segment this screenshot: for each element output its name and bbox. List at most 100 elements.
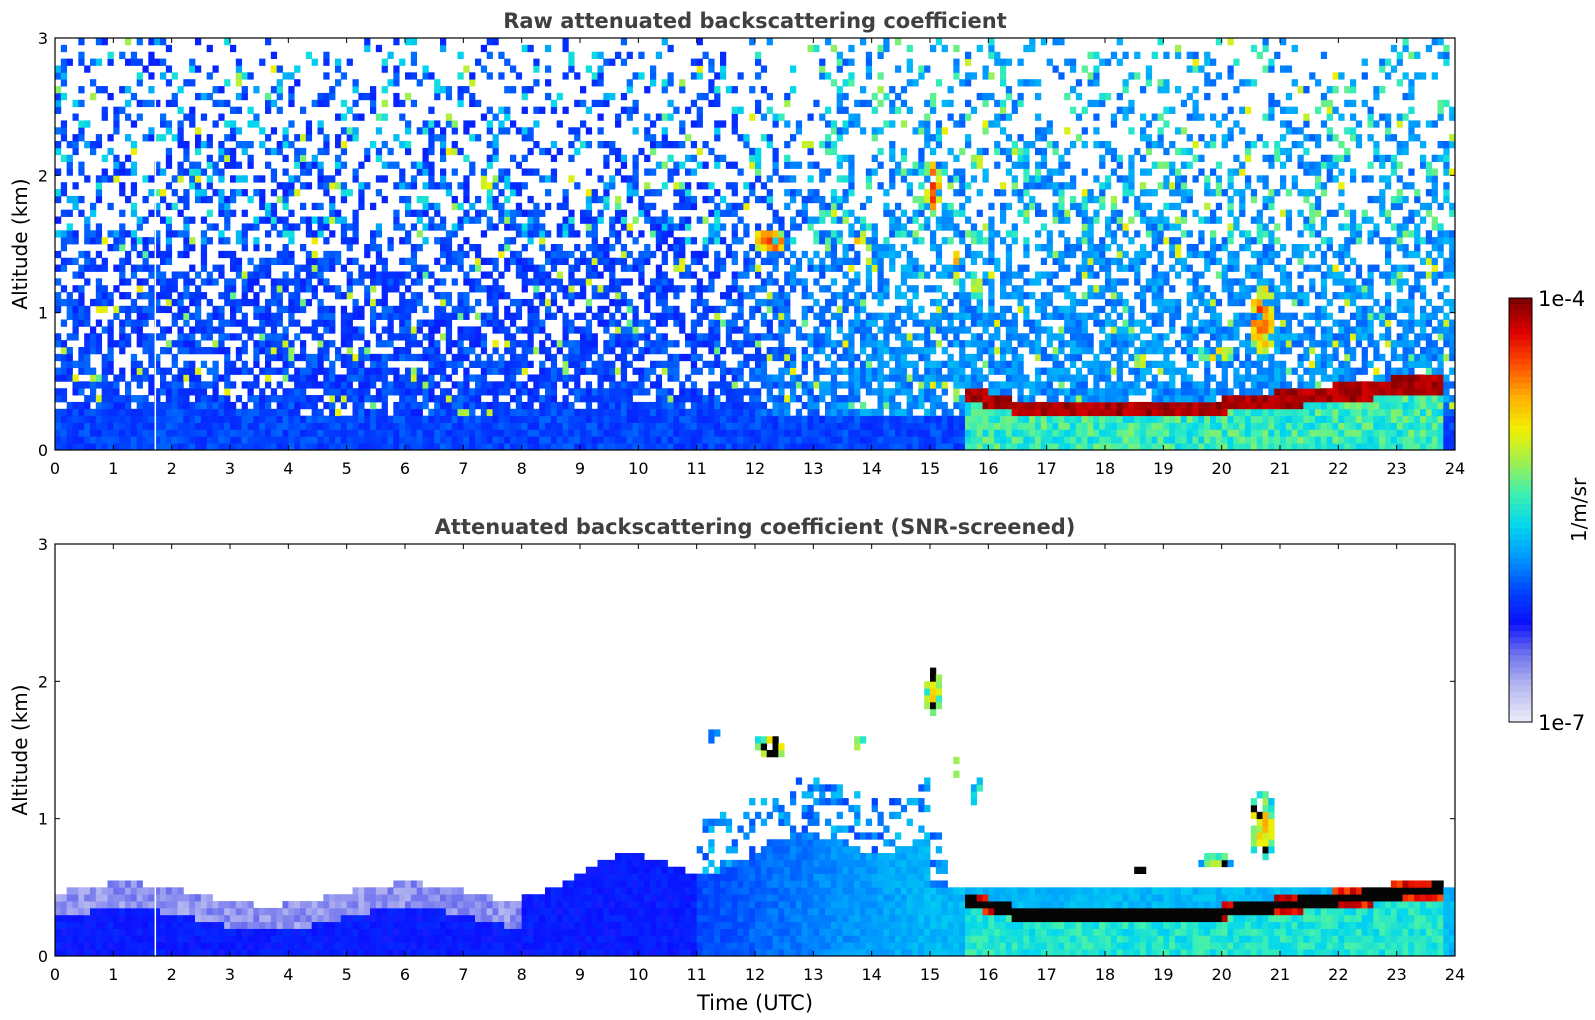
heatmap-cell [189, 120, 196, 128]
heatmap-cell [364, 340, 371, 348]
heatmap-cell [101, 175, 108, 183]
heatmap-cell [218, 429, 225, 437]
heatmap-cell [900, 360, 908, 368]
heatmap-cell [731, 106, 738, 114]
heatmap-cell [661, 443, 668, 450]
heatmap-cell [539, 367, 546, 375]
heatmap-cell [912, 216, 919, 224]
heatmap-cell [405, 395, 412, 403]
heatmap-cell [912, 264, 919, 272]
heatmap-cell [311, 422, 318, 430]
heatmap-cell [393, 223, 400, 231]
heatmap-cell [807, 44, 814, 53]
heatmap-cell [55, 168, 62, 176]
heatmap-cell [889, 395, 896, 403]
heatmap-cell [924, 127, 931, 135]
heatmap-cell [119, 395, 126, 403]
heatmap-cell [836, 305, 843, 314]
heatmap-cell [533, 388, 540, 396]
heatmap-cell [387, 333, 394, 341]
heatmap-cell [160, 422, 167, 430]
heatmap-cell [801, 216, 808, 224]
heatmap-cell [259, 285, 266, 293]
heatmap-cell [107, 415, 114, 423]
heatmap-cell [906, 189, 913, 197]
heatmap-cell [527, 44, 534, 53]
heatmap-cell [620, 353, 628, 362]
heatmap-cell [253, 408, 260, 417]
heatmap-cell [580, 340, 587, 348]
heatmap-cell [253, 312, 260, 320]
heatmap-cell [340, 216, 348, 224]
heatmap-cell [591, 216, 598, 224]
heatmap-cell [393, 353, 400, 362]
heatmap-cell [142, 319, 149, 327]
heatmap-cell [253, 292, 260, 300]
heatmap-cell [959, 189, 966, 197]
heatmap-cell [428, 443, 435, 450]
heatmap-cell [597, 175, 604, 183]
heatmap-cell [177, 429, 184, 437]
heatmap-cell [679, 161, 686, 169]
heatmap-cell [486, 360, 493, 368]
heatmap-cell [113, 175, 120, 183]
heatmap-cell [189, 429, 196, 437]
heatmap-cell [84, 312, 91, 320]
heatmap-cell [556, 244, 563, 252]
heatmap-cell [720, 319, 727, 327]
heatmap-cell [288, 99, 295, 108]
heatmap-cell [107, 230, 114, 238]
heatmap-cell [270, 395, 278, 403]
heatmap-cell [924, 202, 931, 211]
heatmap-cell [235, 106, 243, 114]
heatmap-cell [451, 147, 458, 156]
heatmap-cell [183, 230, 190, 238]
heatmap-cell [247, 278, 254, 286]
heatmap-cell [562, 216, 569, 224]
heatmap-cell [515, 436, 523, 444]
heatmap-cell [766, 374, 773, 382]
heatmap-cell [288, 319, 295, 327]
heatmap-cell [235, 230, 243, 238]
heatmap-cell [142, 175, 149, 183]
heatmap-cell [346, 422, 353, 430]
heatmap-cell [807, 408, 814, 417]
heatmap-cell [545, 285, 552, 293]
heatmap-cell [381, 340, 388, 348]
heatmap-cell [854, 250, 861, 259]
heatmap-cell [72, 333, 79, 341]
heatmap-cell [78, 51, 85, 59]
heatmap-cell [749, 429, 756, 437]
heatmap-cell [422, 195, 429, 204]
heatmap-cell [731, 326, 738, 334]
heatmap-cell [399, 271, 406, 279]
heatmap-cell [941, 436, 948, 444]
heatmap-cell [638, 415, 645, 423]
heatmap-cell [492, 195, 499, 204]
heatmap-cell [200, 333, 208, 341]
heatmap-cell [160, 401, 167, 410]
heatmap-cell [480, 340, 488, 348]
heatmap-cell [609, 182, 616, 190]
heatmap-cell [830, 202, 838, 211]
heatmap-cell [550, 401, 558, 410]
heatmap-cell [270, 175, 278, 183]
heatmap-cell [504, 305, 511, 314]
heatmap-cell [947, 422, 954, 430]
heatmap-cell [755, 230, 762, 238]
heatmap-cell [352, 99, 359, 108]
heatmap-cell [259, 305, 266, 314]
heatmap-cell [335, 408, 342, 417]
heatmap-cell [78, 415, 85, 423]
heatmap-cell [784, 408, 791, 417]
heatmap-cell [918, 195, 925, 204]
heatmap-cell [113, 340, 120, 348]
heatmap-cell [883, 422, 890, 430]
heatmap-cell [784, 367, 791, 375]
heatmap-cell [445, 147, 453, 156]
heatmap-cell [749, 86, 756, 94]
heatmap-cell [521, 209, 528, 217]
heatmap-cell [154, 360, 161, 368]
heatmap-cell [930, 209, 937, 217]
heatmap-cell [545, 436, 552, 444]
